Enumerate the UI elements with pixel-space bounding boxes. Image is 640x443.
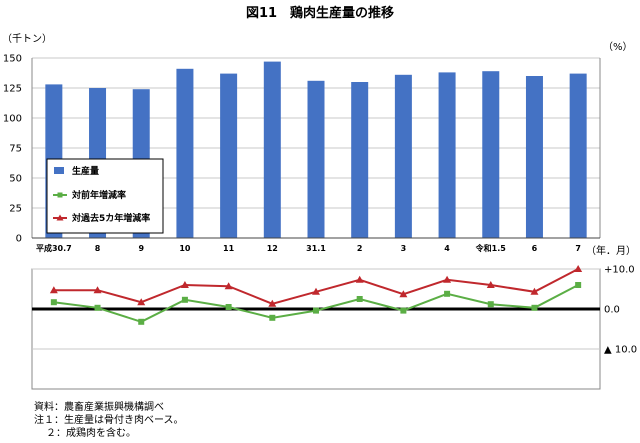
- yoy-series-point: [356, 296, 363, 302]
- x-tick-label: 9: [138, 244, 144, 253]
- five-year-series-point: [443, 275, 452, 283]
- yoy-series-point: [138, 318, 145, 325]
- bar: [482, 71, 500, 238]
- legend-swatch-bar: [54, 167, 64, 174]
- yoy-series-point: [313, 307, 319, 314]
- lower-y-tick-label: +10.0: [604, 265, 635, 276]
- yoy-series-point: [531, 304, 538, 311]
- five-year-series-point: [530, 287, 539, 295]
- bar: [525, 76, 543, 238]
- upper-y-tick-label: 25: [9, 204, 22, 215]
- lower-plot-area: [31, 268, 601, 390]
- yoy-series-point: [269, 314, 276, 321]
- x-unit: （年．月）: [586, 244, 636, 257]
- yoy-series-point: [487, 301, 494, 308]
- yoy-series-point: [181, 296, 188, 303]
- lower-y-unit: （%）: [603, 41, 633, 53]
- line-series: [49, 265, 583, 325]
- x-tick-label: 6: [532, 244, 538, 253]
- five-year-series-point: [399, 290, 408, 298]
- x-tick-label: 2: [357, 244, 363, 253]
- x-tick-label: 4: [444, 244, 450, 253]
- chart-title: 図11 鶏肉生産量の推移: [246, 5, 394, 21]
- legend-label-production: 生産量: [72, 165, 99, 177]
- x-tick-label: 7: [575, 244, 581, 253]
- upper-y-tick-label: 0: [16, 234, 22, 245]
- upper-y-tick-label: 50: [9, 174, 22, 185]
- upper-y-unit: （千トン）: [2, 33, 52, 45]
- legend-swatch-5yr-marker: [56, 214, 64, 221]
- x-tick-label: 31.1: [306, 244, 326, 253]
- five-year-series-point: [137, 298, 146, 306]
- x-tick-label: 3: [401, 244, 407, 253]
- source-note: 資料：農畜産業振興機構調べ: [34, 402, 164, 413]
- five-year-series-point: [93, 286, 102, 294]
- legend-swatch-yoy-marker: [57, 192, 63, 198]
- x-tick-label: 8: [95, 244, 101, 253]
- five-year-series-point: [355, 275, 364, 283]
- five-year-series-point: [486, 281, 495, 288]
- yoy-series-point: [225, 304, 232, 310]
- bar: [307, 80, 325, 238]
- five-year-series-point: [268, 299, 277, 307]
- bar-series: [45, 61, 587, 239]
- notes: 資料：農畜産業振興機構調べ 注１：生産量は骨付き肉ベース。 ２：成鶏肉を含む。: [34, 401, 184, 440]
- upper-y-tick-label: 100: [3, 114, 22, 125]
- note-2: ２：成鶏肉を含む。: [46, 428, 136, 439]
- legend-label-5yr: 対過去5カ年増減率: [71, 212, 150, 224]
- upper-y-tick-label: 75: [9, 144, 22, 155]
- x-tick-label: 10: [179, 244, 191, 253]
- x-tick-label: 令和1.5: [475, 243, 507, 253]
- upper-y-ticks: 0 25 50 75 100 125 150: [3, 54, 22, 245]
- lower-y-tick-label: 0.0: [604, 305, 620, 316]
- bar: [263, 61, 281, 238]
- yoy-series-point: [400, 307, 407, 314]
- bar: [569, 73, 587, 238]
- five-year-series-line: [53, 268, 579, 305]
- yoy-series-point: [444, 290, 451, 297]
- five-year-series-point: [312, 287, 320, 295]
- x-tick-labels: 平成30.7 8 9 10 11 12 31.1 2 3 4 令和1.5 6 7: [36, 243, 581, 253]
- yoy-series-point: [575, 282, 582, 288]
- upper-y-tick-label: 150: [3, 54, 22, 65]
- x-tick-label: 11: [223, 244, 235, 253]
- legend: 生産量 対前年増減率 対過去5カ年増減率: [46, 158, 164, 234]
- yoy-series-point: [50, 299, 57, 306]
- five-year-series-point: [180, 281, 189, 288]
- five-year-series-point: [49, 286, 58, 294]
- note-1: 注１：生産量は骨付き肉ベース。: [34, 415, 184, 426]
- five-year-series-point: [224, 282, 233, 290]
- bar: [351, 82, 369, 238]
- legend-label-yoy: 対前年増減率: [71, 189, 126, 201]
- yoy-series-point: [94, 304, 101, 311]
- x-tick-label: 12: [267, 244, 278, 253]
- bar: [438, 72, 456, 239]
- x-tick-label: 平成30.7: [36, 243, 72, 253]
- lower-y-ticks: +10.0 0.0 ▲ 10.0: [604, 265, 637, 356]
- lower-grid: [32, 268, 600, 350]
- upper-y-tick-label: 125: [3, 84, 22, 95]
- five-year-series-point: [574, 265, 583, 272]
- bar: [176, 68, 194, 238]
- lower-y-tick-label: ▲ 10.0: [604, 345, 637, 356]
- bar: [220, 73, 238, 238]
- bar: [394, 74, 412, 238]
